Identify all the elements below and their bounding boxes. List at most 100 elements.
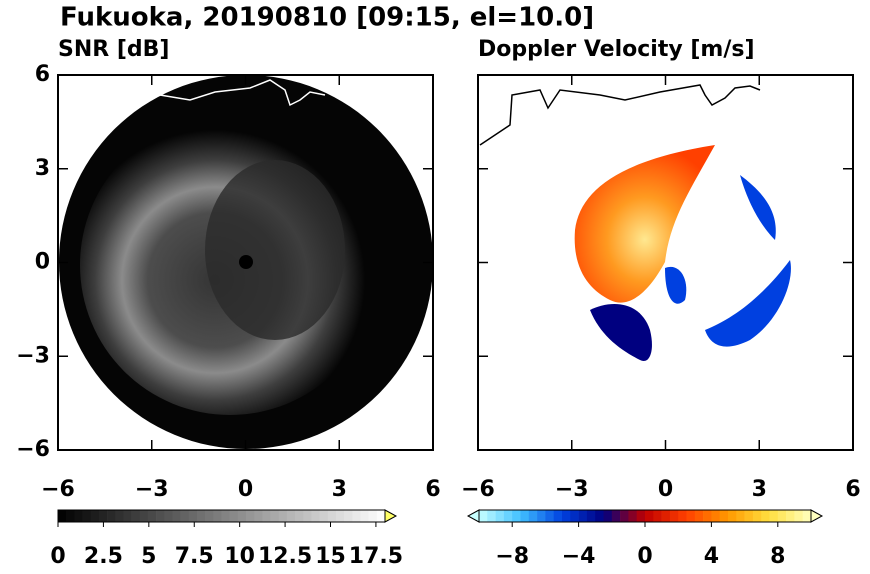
axes-frame [477,74,854,451]
x-tick-label: −3 [555,477,589,502]
colorbar-tick-label: 7.5 [175,544,214,569]
colorbar-segment [164,510,173,522]
panel-title: Doppler Velocity [m/s] [478,37,755,62]
colorbar-segment [262,510,271,522]
y-tick-label: 0 [35,250,50,275]
colorbar-segment [528,510,538,522]
colorbar-segment [213,510,222,522]
colorbar-segment [611,510,621,522]
colorbar-segment [172,510,181,522]
colorbar-tick-label: −8 [495,544,529,569]
colorbar-segment [487,510,496,522]
colorbar-segment [495,510,505,522]
x-tick-label: −6 [41,477,75,502]
colorbar-segment [570,510,579,522]
colorbar-segment [270,510,280,522]
colorbar-tick-label: 2.5 [84,544,123,569]
colorbar-segment [520,510,530,522]
colorbar-segment [147,510,157,522]
colorbar-segment [180,510,190,522]
colorbar-segment [74,510,83,522]
colorbar-segment [636,510,646,522]
y-tick-label: −3 [16,343,50,368]
colorbar-segment [237,510,247,522]
y-tick-label: −6 [16,437,50,462]
colorbar-segment [503,510,513,522]
colorbar-segment [802,510,812,522]
x-tick-label: 6 [845,477,860,502]
x-tick-label: 3 [752,477,767,502]
colorbar-segment [278,510,288,522]
colorbar-segment [90,510,100,522]
colorbar-segment [327,510,337,522]
colorbar-segment [769,510,779,522]
colorbar-segment [562,510,571,522]
colorbar-segment [344,510,353,522]
colorbar-extend [810,509,824,523]
x-tick-label: 0 [238,477,253,502]
colorbar-segment [360,510,369,522]
figure-title: Fukuoka, 20190810 [09:15, el=10.0] [60,3,594,33]
colorbar-segment [645,510,654,522]
colorbar-segment [205,510,214,522]
colorbar-segment [545,510,554,522]
colorbar-tick-label: 4 [704,544,719,569]
colorbar-segment [786,510,795,522]
x-tick-label: −6 [461,477,495,502]
colorbar-segment [66,510,75,522]
colorbar-segment [58,510,67,522]
colorbar-segment [115,510,124,522]
colorbar-segment [661,510,671,522]
colorbar-segment [376,510,386,522]
colorbar-segment [669,510,679,522]
colorbar-segment [479,510,488,522]
colorbar-segment [335,510,345,522]
x-tick-label: 6 [425,477,440,502]
x-tick-label: 0 [658,477,673,502]
y-tick-label: 3 [35,156,50,181]
colorbar-segment [196,510,206,522]
colorbar-segment [254,510,263,522]
colorbar-tick-label: 5 [141,544,156,569]
colorbar-segment [686,510,696,522]
colorbar-segment [131,510,141,522]
colorbar-segment [728,510,737,522]
colorbar-segment [246,510,255,522]
colorbar-segment [678,510,687,522]
colorbar-segment [368,510,378,522]
colorbar-segment [703,510,712,522]
colorbar-segment [295,510,304,522]
colorbar-tick-label: 8 [770,544,785,569]
colorbar-segment [512,510,521,522]
colorbar-segment [319,510,329,522]
colorbar-tick-label: 0 [50,544,65,569]
colorbar-segment [537,510,546,522]
x-tick-label: 3 [332,477,347,502]
colorbar-segment [719,510,729,522]
colorbar-segment [620,510,629,522]
colorbar-segment [156,510,165,522]
colorbar-segment [653,510,662,522]
colorbar-tick-label: −4 [562,544,596,569]
colorbar-segment [794,510,803,522]
colorbar-segment [752,510,762,522]
colorbar-segment [107,510,116,522]
colorbar-segment [586,510,596,522]
colorbar-tick-label: 0 [637,544,652,569]
colorbar-extend [384,509,398,523]
colorbar-segment [229,510,239,522]
colorbar-segment [553,510,563,522]
colorbar-segment [98,510,108,522]
colorbar-segment [628,510,637,522]
doppler-field [479,84,791,361]
colorbar-segment [82,510,91,522]
colorbar-segment [286,510,296,522]
colorbar-tick-label: 17.5 [349,544,403,569]
colorbar-extend [466,509,480,523]
colorbar-segment [595,510,604,522]
colorbar-tick-label: 12.5 [258,544,312,569]
colorbar-segment [744,510,754,522]
colorbar-segment [311,510,320,522]
colorbar-segment [221,510,230,522]
